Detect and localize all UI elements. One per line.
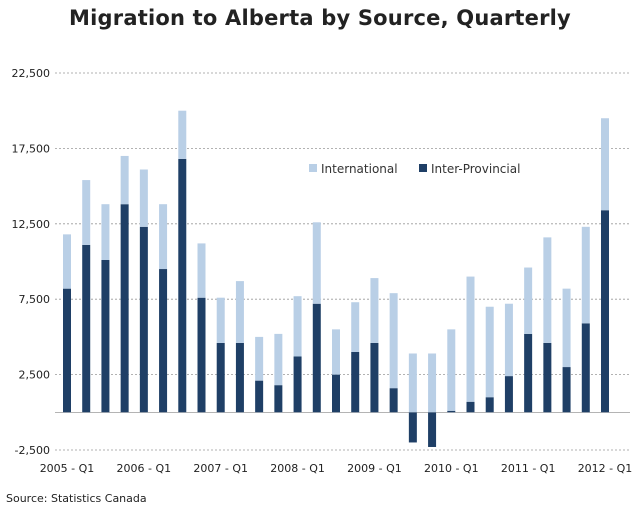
bar-inter-provincial [370, 342, 379, 413]
legend-label: International [321, 162, 398, 176]
bar-international [235, 281, 244, 343]
bar-international [524, 267, 533, 334]
bar-international [466, 276, 475, 402]
bar-inter-provincial [312, 303, 321, 413]
bar-international [255, 336, 264, 381]
bar-international [293, 296, 302, 357]
bar-inter-provincial [543, 342, 552, 413]
bar-international [408, 353, 417, 413]
y-tick-label: 12,500 [12, 218, 51, 231]
y-tick-label: 7,500 [19, 293, 51, 306]
source-note: Source: Statistics Canada [6, 492, 147, 505]
bar-international [428, 353, 437, 413]
bar-inter-provincial [581, 323, 590, 413]
bar-international [120, 155, 129, 205]
bar-inter-provincial [255, 380, 264, 413]
y-tick-label: 2,500 [19, 369, 51, 382]
legend-swatch [309, 164, 317, 172]
bar-international [63, 234, 71, 289]
legend-label: Inter-Provincial [431, 162, 520, 176]
bar-international [581, 226, 590, 324]
bar-inter-provincial [389, 388, 398, 413]
y-tick-label: 22,500 [12, 67, 51, 80]
bar-inter-provincial [101, 259, 110, 413]
bar-international [370, 278, 379, 343]
bar-international [485, 306, 494, 398]
x-tick-label: 2006 - Q1 [117, 462, 172, 475]
bar-international [389, 293, 398, 389]
grid-layer [55, 72, 630, 451]
x-tick-label: 2008 - Q1 [270, 462, 325, 475]
bar-inter-provincial [293, 356, 302, 413]
bar-international [178, 110, 187, 159]
bar-inter-provincial [159, 269, 168, 413]
bar-international [216, 297, 225, 343]
bar-international [139, 169, 148, 227]
bar-international [82, 180, 91, 245]
bar-international [197, 243, 206, 298]
bar-inter-provincial [82, 244, 91, 413]
bar-inter-provincial [562, 367, 571, 413]
bar-international [101, 204, 110, 260]
x-tick-label: 2007 - Q1 [193, 462, 248, 475]
bar-international [159, 204, 168, 270]
bar-inter-provincial [504, 376, 513, 413]
bar-international [351, 302, 360, 352]
bar-inter-provincial [178, 158, 187, 413]
bar-international [543, 237, 552, 343]
bar-inter-provincial [408, 412, 417, 443]
bar-inter-provincial [235, 342, 244, 413]
x-tick-label: 2009 - Q1 [347, 462, 402, 475]
bar-inter-provincial [351, 351, 360, 413]
legend: International Inter-Provincial [309, 162, 520, 176]
bar-inter-provincial [332, 374, 340, 413]
x-tick-label: 2012 - Q1 [578, 462, 633, 475]
bars-layer [63, 110, 609, 447]
bar-inter-provincial [63, 288, 71, 413]
axis-layer: -2,500 2,500 7,500 12,500 17,500 22,500 2005 -… [12, 67, 633, 475]
bar-international [332, 329, 340, 375]
bar-international [601, 118, 609, 211]
bar-inter-provincial [428, 412, 437, 447]
x-tick-label: 2005 - Q1 [40, 462, 95, 475]
bar-inter-provincial [447, 410, 456, 413]
bar-inter-provincial [216, 342, 225, 413]
chart-title: Migration to Alberta by Source, Quarterl… [69, 6, 571, 30]
bar-international [274, 333, 283, 386]
bar-international [562, 288, 571, 368]
bar-international [312, 222, 321, 304]
bar-inter-provincial [274, 385, 283, 413]
x-tick-label: 2010 - Q1 [424, 462, 479, 475]
bar-inter-provincial [485, 397, 494, 413]
x-tick-label: 2011 - Q1 [501, 462, 556, 475]
bar-inter-provincial [139, 226, 148, 413]
y-tick-label: 17,500 [12, 142, 51, 155]
y-tick-label: -2,500 [15, 444, 50, 457]
bar-inter-provincial [120, 204, 129, 413]
legend-swatch [419, 164, 427, 172]
bar-inter-provincial [197, 297, 206, 413]
bar-inter-provincial [601, 210, 609, 413]
bar-international [504, 303, 513, 377]
bar-inter-provincial [524, 333, 533, 413]
bar-inter-provincial [466, 401, 475, 413]
bar-international [447, 329, 456, 411]
